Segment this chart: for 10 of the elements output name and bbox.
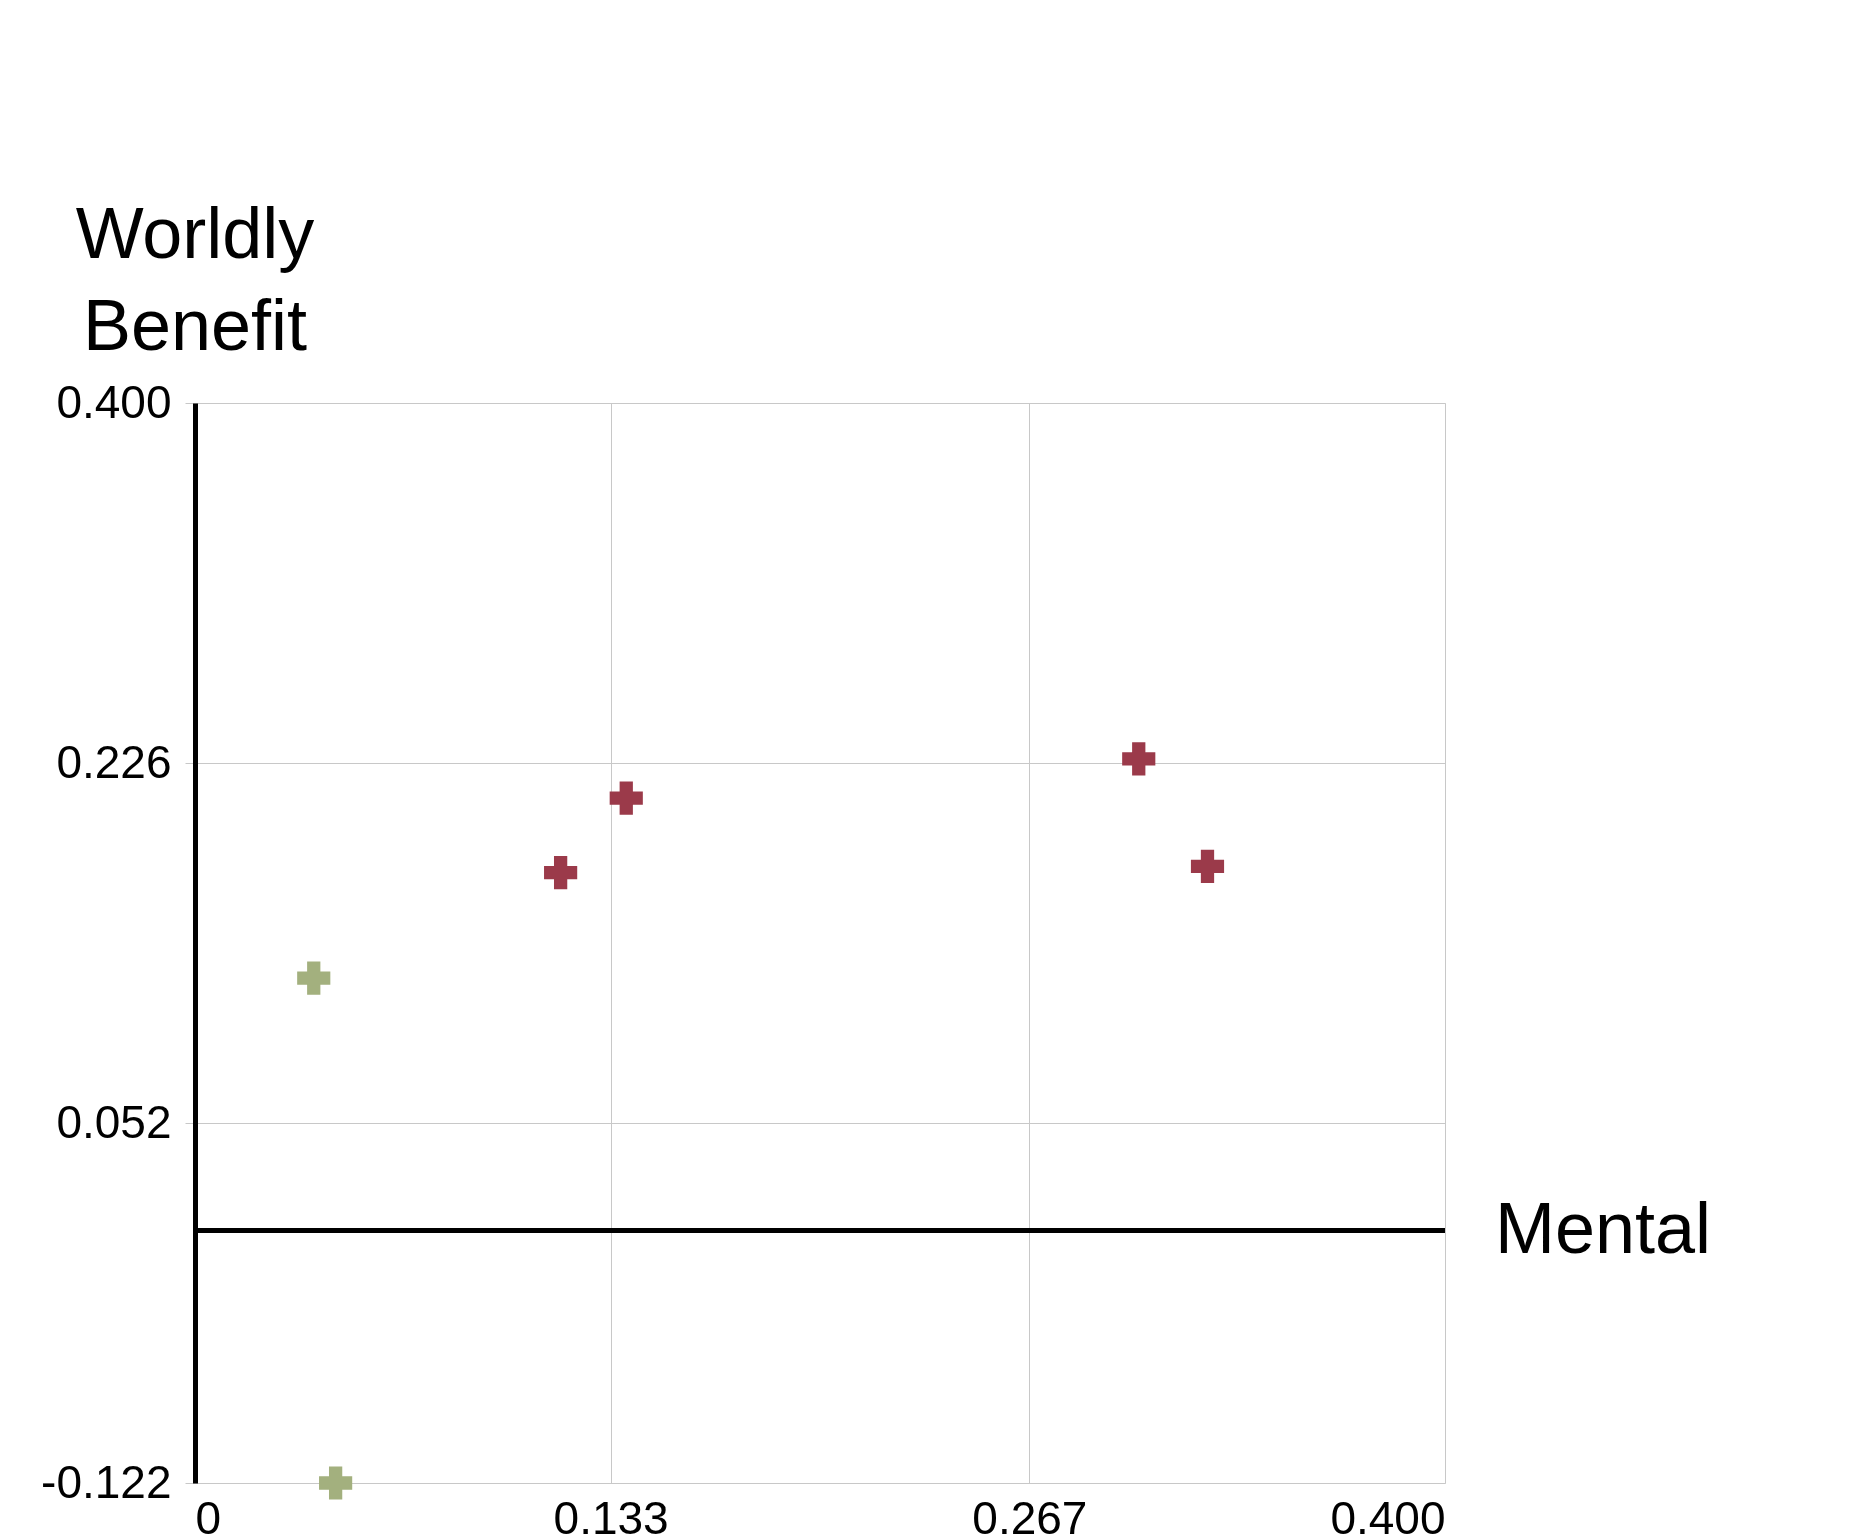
y-tick-label: -0.122 <box>41 1455 172 1508</box>
x-tick-label: 0.133 <box>553 1491 669 1537</box>
x-tick-label: 0.400 <box>1330 1491 1446 1537</box>
y-axis-title: Worldly Benefit <box>75 193 315 365</box>
y-tick-label: 0.400 <box>56 375 172 428</box>
x-tick-label: 0 <box>195 1491 222 1537</box>
x-tick-label: 0.267 <box>972 1491 1088 1537</box>
y-tick-label: 0.052 <box>56 1095 172 1148</box>
x-axis-title: Mental <box>1495 1187 1712 1268</box>
y-tick-label: 0.226 <box>56 735 172 788</box>
